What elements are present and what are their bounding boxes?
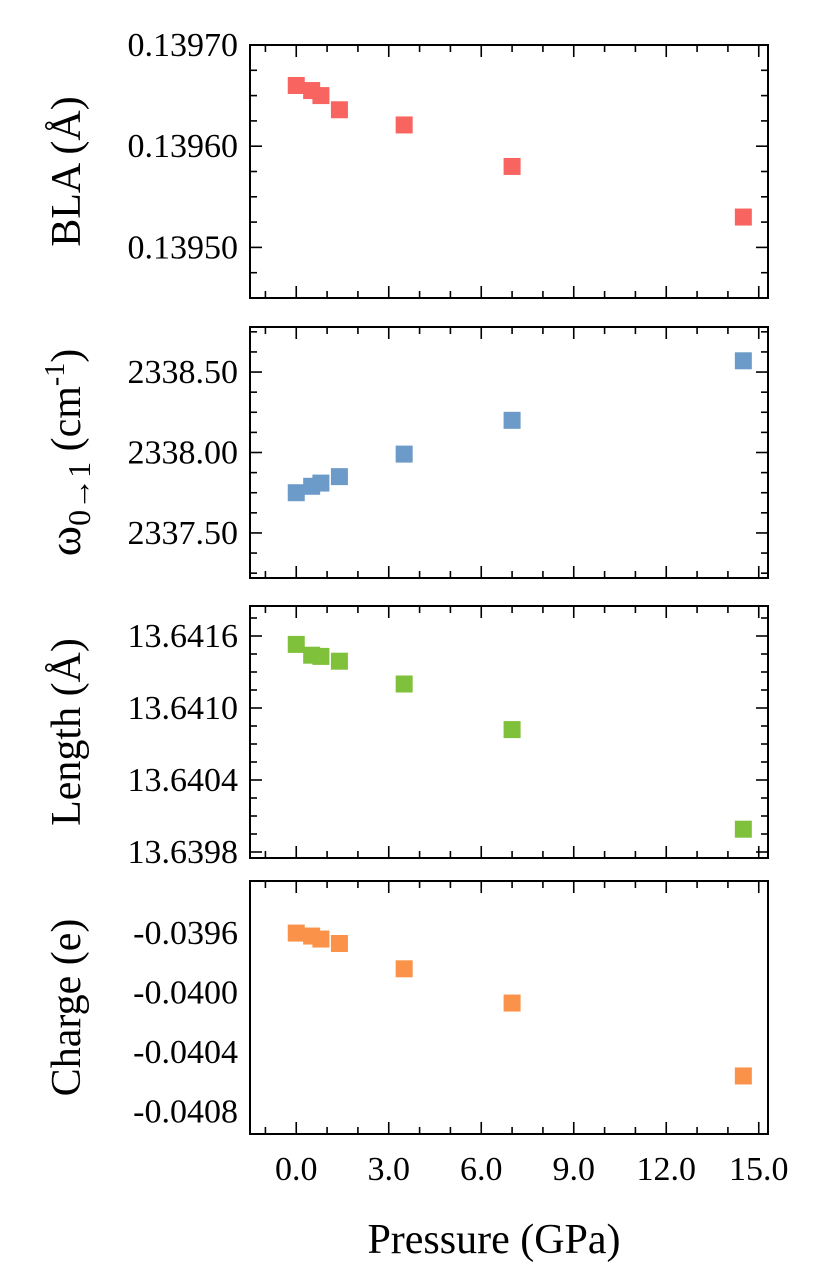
x-tick-label: 15.0	[729, 1151, 789, 1188]
y-tick-label: -0.0396	[133, 915, 238, 952]
y-tick-label: 13.6404	[128, 762, 239, 799]
x-tick-label: 12.0	[637, 1151, 697, 1188]
y-tick-label: 2337.50	[128, 515, 239, 552]
y-axis-label: ω0→1 (cm-1)	[39, 349, 97, 556]
plot-frame	[249, 880, 769, 1135]
data-point	[734, 820, 752, 838]
data-point	[395, 960, 413, 978]
y-tick-label: 2338.50	[128, 354, 239, 391]
data-point	[330, 101, 348, 119]
data-point	[312, 647, 330, 665]
y-tick-label: 0.13960	[128, 128, 239, 165]
x-tick-label: 3.0	[368, 1151, 411, 1188]
data-point	[395, 445, 413, 463]
plot-frame	[249, 605, 769, 859]
data-point	[734, 1067, 752, 1085]
data-point	[503, 994, 521, 1012]
data-point	[287, 76, 305, 94]
data-point	[503, 157, 521, 175]
data-point	[734, 352, 752, 370]
data-point	[312, 474, 330, 492]
y-tick-label: 13.6410	[128, 690, 239, 727]
y-tick-label: 13.6416	[128, 618, 239, 655]
data-point	[287, 924, 305, 942]
panel-1: 0.13950 0.13960 0.13970 BLA (Å)	[44, 27, 769, 299]
plot-frame	[249, 326, 769, 579]
data-point	[287, 484, 305, 502]
y-axis-label: BLA (Å)	[44, 96, 90, 247]
data-point	[330, 935, 348, 953]
data-point	[312, 87, 330, 105]
y-tick-label: 0.13950	[128, 229, 239, 266]
panel-2: 2337.50 2338.00 2338.50 ω0→1 (cm-1)	[39, 326, 769, 579]
data-point	[287, 635, 305, 653]
x-axis-label: Pressure (GPa)	[367, 1217, 620, 1263]
y-tick-label: -0.0400	[133, 975, 238, 1012]
y-tick-label: -0.0408	[133, 1094, 238, 1131]
data-point	[395, 116, 413, 134]
x-tick-label: 9.0	[553, 1151, 596, 1188]
data-point	[395, 675, 413, 693]
data-point	[734, 208, 752, 226]
data-point	[503, 411, 521, 429]
panel-4: -0.0396 -0.0400 -0.0404 -0.0408 Charge (e) 0.…	[44, 880, 789, 1188]
y-axis-label: Length (Å)	[44, 638, 90, 826]
panel-3: 13.6398 13.6404 13.6410 13.6416 Length (Å)	[44, 605, 769, 871]
y-tick-label: 0.13970	[128, 27, 239, 64]
y-tick-label: 2338.00	[128, 435, 239, 472]
y-tick-label: -0.0404	[133, 1034, 238, 1071]
data-point	[503, 721, 521, 739]
data-point	[330, 468, 348, 486]
x-tick-label: 0.0	[275, 1151, 318, 1188]
y-axis-label: Charge (e)	[44, 919, 90, 1097]
y-tick-label: 13.6398	[128, 834, 239, 871]
data-point	[312, 930, 330, 948]
data-point	[330, 652, 348, 670]
x-tick-label: 6.0	[460, 1151, 503, 1188]
